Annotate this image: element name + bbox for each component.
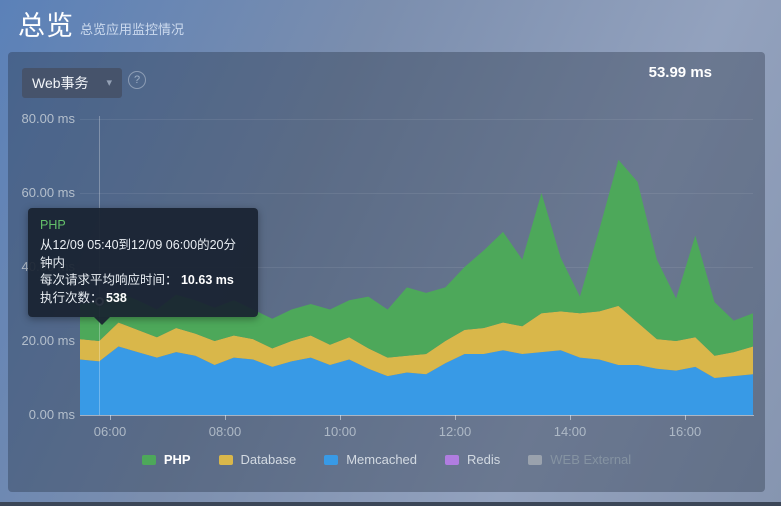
gridline-40ms [80, 267, 753, 268]
tooltip-count-line: 执行次数： 538 [40, 291, 127, 305]
y-axis-label: 80.00 ms [21, 111, 75, 126]
x-axis-line [80, 415, 754, 416]
y-axis-label: 60.00 ms [21, 185, 75, 200]
tooltip-series-name: PHP [40, 218, 66, 232]
tooltip-response-value: 10.63 ms [180, 273, 234, 288]
chevron-down-icon: ▾ [106, 76, 112, 89]
tooltip-time-range: 从12/09 05:40到12/09 06:00的20分钟内 [40, 237, 236, 270]
area-series-memcached[interactable] [80, 346, 753, 415]
x-axis-label: 10:00 [315, 415, 365, 439]
chart-legend: PHP Database Memcached Redis WEB Externa… [8, 452, 765, 467]
area-series-database[interactable] [80, 305, 753, 378]
page-title: 总览 [18, 11, 74, 41]
overview-chart-panel: Web事务 ▾ ? 53.99 ms 0.00 ms 20.00 ms 40.0… [8, 52, 765, 492]
dropdown-label: Web事务 [32, 75, 89, 91]
bottom-bar [0, 502, 781, 506]
legend-label: Database [240, 452, 297, 467]
help-icon[interactable]: ? [128, 71, 146, 89]
gridline-60ms [80, 193, 753, 194]
page-subtitle: 总览应用监控情况 [80, 22, 185, 37]
legend-label: Redis [467, 452, 501, 467]
y-axis-label: 20.00 ms [21, 333, 75, 348]
chart-tooltip: PHP 从12/09 05:40到12/09 06:00的20分钟内 每次请求平… [28, 208, 258, 325]
transaction-type-dropdown[interactable]: Web事务 ▾ [22, 68, 122, 98]
legend-label: WEB External [550, 452, 632, 467]
x-axis-label: 12:00 [430, 415, 480, 439]
legend-item[interactable]: Memcached [324, 452, 417, 467]
legend-item[interactable]: WEB External [528, 452, 631, 467]
x-axis-label: 06:00 [85, 415, 135, 439]
legend-swatch [445, 454, 460, 465]
legend-label: Memcached [346, 452, 418, 467]
legend-swatch [141, 454, 156, 465]
x-axis-label: 14:00 [545, 415, 595, 439]
y-axis-label: 0.00 ms [28, 407, 75, 422]
page-header: 总览 总览应用监控情况 [0, 0, 781, 46]
legend-swatch [324, 454, 339, 465]
tooltip-response-line: 每次请求平均响应时间： 10.63 ms [40, 273, 234, 288]
legend-item[interactable]: Redis [445, 452, 500, 467]
legend-item[interactable]: PHP [141, 452, 191, 467]
tooltip-count-value: 538 [105, 291, 127, 305]
legend-item[interactable]: Database [218, 452, 297, 467]
gridline-80ms [80, 119, 753, 120]
legend-label: PHP [163, 452, 191, 467]
x-axis-label: 16:00 [660, 415, 710, 439]
x-axis-label: 08:00 [200, 415, 250, 439]
current-value: 53.99 ms [648, 64, 712, 81]
legend-swatch [218, 454, 233, 465]
legend-swatch [528, 454, 543, 465]
